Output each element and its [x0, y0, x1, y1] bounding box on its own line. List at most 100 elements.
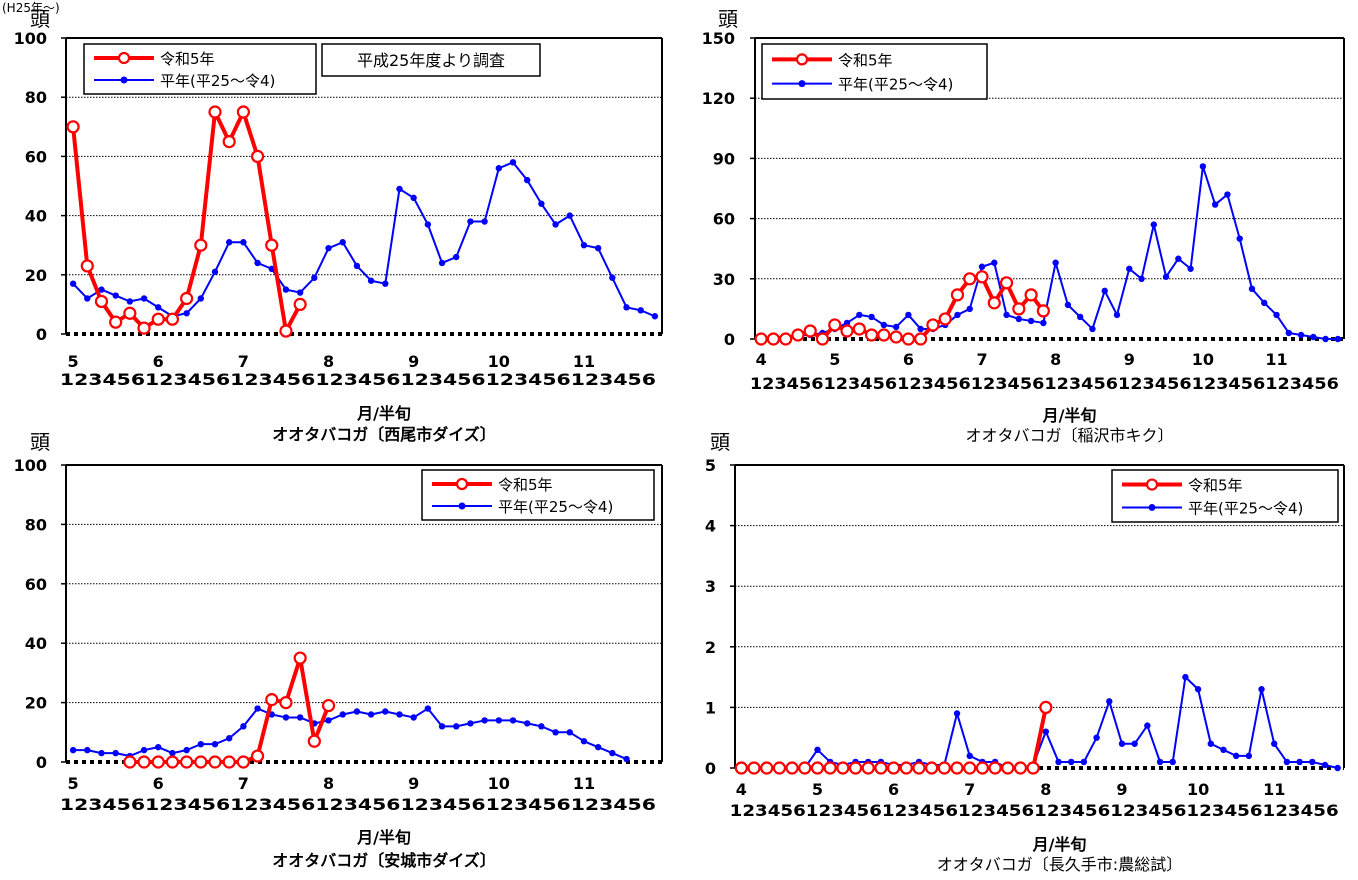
- y-tick-label: 0: [36, 325, 47, 344]
- current-series-line: [741, 706, 1048, 770]
- normal-series-point: [609, 274, 616, 281]
- normal-series-point: [1150, 221, 1158, 228]
- legend-normal-label: 平年(平25〜令4): [160, 72, 275, 90]
- normal-series-point: [1089, 325, 1096, 333]
- normal-series-point: [1258, 686, 1265, 693]
- normal-series-point: [1003, 311, 1010, 319]
- current-series-point: [165, 312, 180, 326]
- current-series-point: [937, 761, 951, 775]
- chart-nagakute: 頭 0 1 2 3 4 5 4 5 6 7 8 9 10 11 12345612345612345612345…: [705, 430, 1345, 874]
- current-series-point: [988, 761, 1002, 775]
- current-series-point: [208, 755, 222, 769]
- current-series-point: [236, 755, 250, 769]
- current-series-point: [877, 328, 891, 342]
- legend-normal-marker: [798, 80, 806, 88]
- normal-series-point: [211, 268, 219, 276]
- y-tick-label: 40: [25, 634, 47, 653]
- normal-series-point: [155, 304, 162, 311]
- y-unit-label: 頭: [718, 7, 738, 31]
- y-tick-label: 1: [705, 698, 716, 717]
- y-tick-label: 0: [36, 753, 47, 772]
- normal-series-point: [353, 708, 361, 715]
- month-label: 6: [153, 352, 164, 371]
- current-series-point: [165, 755, 180, 769]
- legend-normal-label: 平年(平25〜令4): [498, 498, 613, 516]
- normal-series-point: [1261, 299, 1268, 307]
- normal-series-point: [98, 286, 105, 293]
- legend-current-marker: [455, 477, 469, 491]
- current-series-point: [1013, 761, 1028, 775]
- chart-anjo: 頭 0 20 40 60 80 100 5 6 7 8 9 10 11 123456123456123456…: [14, 430, 663, 870]
- y-tick-label: 60: [713, 210, 735, 229]
- normal-series-point: [1283, 758, 1291, 766]
- normal-series-line: [72, 161, 656, 318]
- x-axis-label: 月/半旬: [1042, 406, 1097, 425]
- current-series-point: [66, 120, 80, 134]
- current-series-point: [1012, 302, 1026, 316]
- normal-series-point: [112, 292, 119, 299]
- normal-series-point: [580, 242, 588, 249]
- y-unit-label: 頭: [710, 430, 730, 454]
- normal-series-point: [282, 714, 290, 721]
- normal-series-point: [240, 723, 247, 730]
- normal-series-point: [1224, 191, 1231, 198]
- normal-series-point: [566, 729, 573, 736]
- current-series-point: [180, 291, 194, 306]
- normal-series-point: [594, 244, 602, 252]
- normal-series-point: [880, 321, 888, 329]
- legend-normal-marker: [120, 76, 128, 84]
- normal-series-point: [1118, 740, 1126, 747]
- current-series-point: [180, 755, 194, 769]
- normal-series-point: [814, 746, 821, 754]
- normal-series-point: [240, 239, 247, 246]
- normal-series-point: [1334, 764, 1341, 772]
- current-series-point: [94, 294, 109, 309]
- y-tick-label: 60: [25, 575, 47, 594]
- month-label: 11: [1263, 780, 1285, 799]
- current-series-point: [80, 259, 94, 273]
- sub-period-labels: 1234561234561234561234561234561234561234…: [730, 801, 1339, 820]
- y-tick-label: 100: [14, 29, 47, 48]
- current-series-point: [293, 651, 307, 665]
- normal-series-point: [1169, 758, 1176, 766]
- current-series-point: [950, 288, 965, 302]
- normal-series-point: [84, 295, 91, 302]
- month-label: 10: [1192, 350, 1214, 369]
- current-series-point: [307, 734, 321, 748]
- legend-normal-marker: [1148, 503, 1156, 511]
- normal-series-point: [1138, 275, 1145, 282]
- legend-current-marker: [117, 51, 131, 65]
- normal-series-point: [197, 295, 205, 302]
- normal-series-point: [1162, 273, 1170, 280]
- sub-period-labels: 1234561234561234561234561234561234561234…: [750, 374, 1339, 393]
- normal-series-point: [296, 289, 304, 296]
- x-axis-label: 月/半旬: [356, 404, 411, 423]
- current-series-point: [975, 270, 989, 284]
- current-series-point: [109, 315, 123, 329]
- current-series-point: [123, 306, 137, 320]
- month-label: 7: [238, 774, 249, 793]
- current-series-point: [1026, 761, 1040, 775]
- current-series-point: [963, 761, 977, 775]
- normal-series-point: [1334, 335, 1342, 343]
- current-series-point: [852, 322, 866, 336]
- current-series-point: [963, 272, 977, 286]
- month-label: 6: [888, 780, 899, 799]
- normal-series-point: [1027, 317, 1035, 325]
- y-unit-label: 頭: [30, 430, 50, 454]
- normal-series-point: [1042, 728, 1050, 735]
- current-series-point: [222, 135, 236, 149]
- current-series-point: [250, 149, 265, 163]
- current-series-point: [754, 332, 768, 346]
- y-tick-label: 5: [705, 456, 716, 475]
- normal-series-point: [481, 717, 488, 724]
- normal-series-point: [509, 717, 517, 724]
- normal-series-point: [523, 176, 531, 184]
- normal-series-point: [155, 743, 162, 751]
- current-series-point: [779, 332, 793, 346]
- normal-series-point: [296, 714, 304, 721]
- legend-current-marker: [1145, 478, 1159, 491]
- current-series-point: [279, 324, 293, 338]
- month-label: 6: [903, 350, 914, 369]
- normal-series-point: [84, 746, 91, 754]
